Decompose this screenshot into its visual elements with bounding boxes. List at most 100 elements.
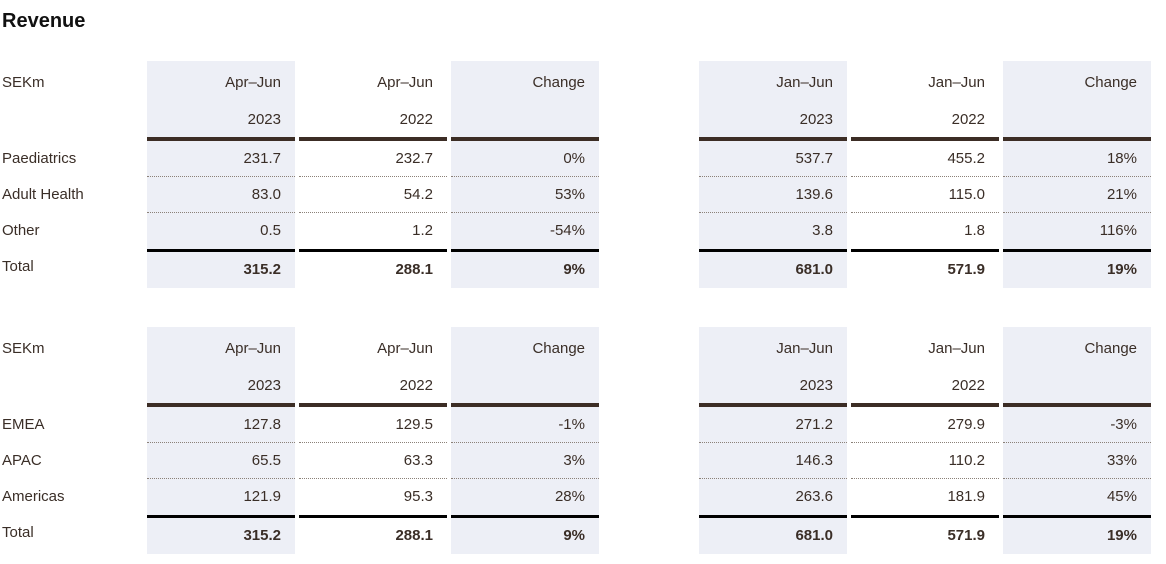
col-header-line2: 2023 (247, 111, 281, 128)
value-cell: 83.0 (147, 177, 295, 213)
column-spacer (603, 249, 695, 288)
col-header-line1: Apr–Jun (377, 74, 433, 91)
value-cell: 65.5 (147, 443, 295, 479)
column-spacer (603, 443, 695, 479)
column-spacer (603, 407, 695, 443)
row-label: Adult Health (2, 186, 84, 203)
column-spacer (603, 141, 695, 177)
change-cell: 21% (1003, 177, 1151, 213)
col-header-apr-jun-2022: Apr–Jun 2022 (299, 61, 447, 141)
value-cell: 110.2 (851, 443, 999, 479)
col-header-apr-jun-2023: Apr–Jun 2023 (147, 327, 295, 407)
col-header-jan-jun-2022: Jan–Jun 2022 (851, 61, 999, 141)
total-value-cell: 681.0 (699, 249, 847, 288)
row-label: Total (2, 258, 34, 275)
col-header-line2: 2023 (247, 377, 281, 394)
value-cell: 146.3 (699, 443, 847, 479)
value-cell: 232.7 (299, 141, 447, 177)
change-cell: 33% (1003, 443, 1151, 479)
col-header-jan-jun-2022: Jan–Jun 2022 (851, 327, 999, 407)
value-cell: 455.2 (851, 141, 999, 177)
total-value-cell: 571.9 (851, 249, 999, 288)
col-header-line2: 2023 (799, 377, 833, 394)
total-value-cell: 571.9 (851, 515, 999, 554)
row-label: EMEA (2, 416, 45, 433)
table-row-emea: EMEA 127.8 129.5 -1% 271.2 279.9 -3% (0, 407, 1166, 443)
unit-label: SEKm (2, 74, 45, 91)
value-cell: 271.2 (699, 407, 847, 443)
col-header-line2: 2023 (799, 111, 833, 128)
value-cell: 63.3 (299, 443, 447, 479)
value-cell: 129.5 (299, 407, 447, 443)
header-row: SEKm Apr–Jun 2023 Apr–Jun 2022 Change Ja… (0, 327, 1166, 407)
col-header-line2: 2022 (951, 377, 985, 394)
value-cell: 3.8 (699, 213, 847, 249)
change-cell: 18% (1003, 141, 1151, 177)
col-header-change-half: Change (1003, 327, 1151, 407)
total-change-cell: 19% (1003, 515, 1151, 554)
row-label: Paediatrics (2, 150, 77, 167)
row-label: Americas (2, 488, 65, 505)
col-header-line2: 2022 (951, 111, 985, 128)
total-change-cell: 9% (451, 515, 599, 554)
total-change-cell: 19% (1003, 249, 1151, 288)
col-header-line1: Apr–Jun (225, 74, 281, 91)
change-cell: 116% (1003, 213, 1151, 249)
value-cell: 127.8 (147, 407, 295, 443)
col-header-line1: Jan–Jun (776, 340, 833, 357)
change-cell: -1% (451, 407, 599, 443)
col-header-line1: Jan–Jun (776, 74, 833, 91)
total-value-cell: 315.2 (147, 249, 295, 288)
table-row-total: Total 315.2 288.1 9% 681.0 571.9 19% (0, 249, 1166, 288)
page-title: Revenue (2, 10, 86, 32)
col-header-jan-jun-2023: Jan–Jun 2023 (699, 61, 847, 141)
column-spacer (603, 515, 695, 554)
table-row-other: Other 0.5 1.2 -54% 3.8 1.8 116% (0, 213, 1166, 249)
col-header-line1: Change (532, 340, 585, 357)
col-header-line2: 2022 (399, 377, 433, 394)
value-cell: 537.7 (699, 141, 847, 177)
change-cell: 45% (1003, 479, 1151, 515)
value-cell: 1.2 (412, 222, 433, 239)
table-row-apac: APAC 65.5 63.3 3% 146.3 110.2 33% (0, 443, 1166, 479)
total-value-cell: 315.2 (147, 515, 295, 554)
total-value-cell: 681.0 (699, 515, 847, 554)
revenue-by-segment-table: SEKm Apr–Jun 2023 Apr–Jun 2022 Change Ja… (0, 61, 1166, 288)
col-header-line1: Apr–Jun (377, 340, 433, 357)
col-header-line1: Jan–Jun (928, 74, 985, 91)
col-header-change-half: Change (1003, 61, 1151, 141)
value-cell: 121.9 (147, 479, 295, 515)
value-cell: 95.3 (403, 488, 433, 505)
col-header-line1: Change (1084, 340, 1137, 357)
change-cell: 0% (451, 141, 599, 177)
col-header-change-quarter: Change (451, 327, 599, 407)
table-row-americas: Americas 121.9 95.3 28% 263.6 181.9 45% (0, 479, 1166, 515)
change-cell: -3% (1003, 407, 1151, 443)
table-row-paediatrics: Paediatrics 231.7 232.7 0% 537.7 455.2 1… (0, 141, 1166, 177)
row-label: Total (2, 524, 34, 541)
col-header-line1: Change (532, 74, 585, 91)
value-cell: 54.2 (299, 177, 447, 213)
value-cell: 1.8 (964, 222, 985, 239)
column-spacer (603, 213, 695, 249)
value-cell: 263.6 (699, 479, 847, 515)
change-cell: 28% (451, 479, 599, 515)
column-spacer (603, 61, 695, 141)
col-header-apr-jun-2023: Apr–Jun 2023 (147, 61, 295, 141)
col-header-line2: 2022 (399, 111, 433, 128)
col-header-apr-jun-2022: Apr–Jun 2022 (299, 327, 447, 407)
col-header-jan-jun-2023: Jan–Jun 2023 (699, 327, 847, 407)
header-row: SEKm Apr–Jun 2023 Apr–Jun 2022 Change Ja… (0, 61, 1166, 141)
value-cell: 0.5 (147, 213, 295, 249)
row-label: Other (2, 222, 40, 239)
table-row-total: Total 315.2 288.1 9% 681.0 571.9 19% (0, 515, 1166, 554)
column-spacer (603, 327, 695, 407)
revenue-by-region-table: SEKm Apr–Jun 2023 Apr–Jun 2022 Change Ja… (0, 327, 1166, 554)
col-header-line1: Apr–Jun (225, 340, 281, 357)
value-cell: 139.6 (699, 177, 847, 213)
table-row-adult-health: Adult Health 83.0 54.2 53% 139.6 115.0 2… (0, 177, 1166, 213)
change-cell: 53% (451, 177, 599, 213)
value-cell: 231.7 (147, 141, 295, 177)
unit-label: SEKm (2, 340, 45, 357)
change-cell: 3% (451, 443, 599, 479)
